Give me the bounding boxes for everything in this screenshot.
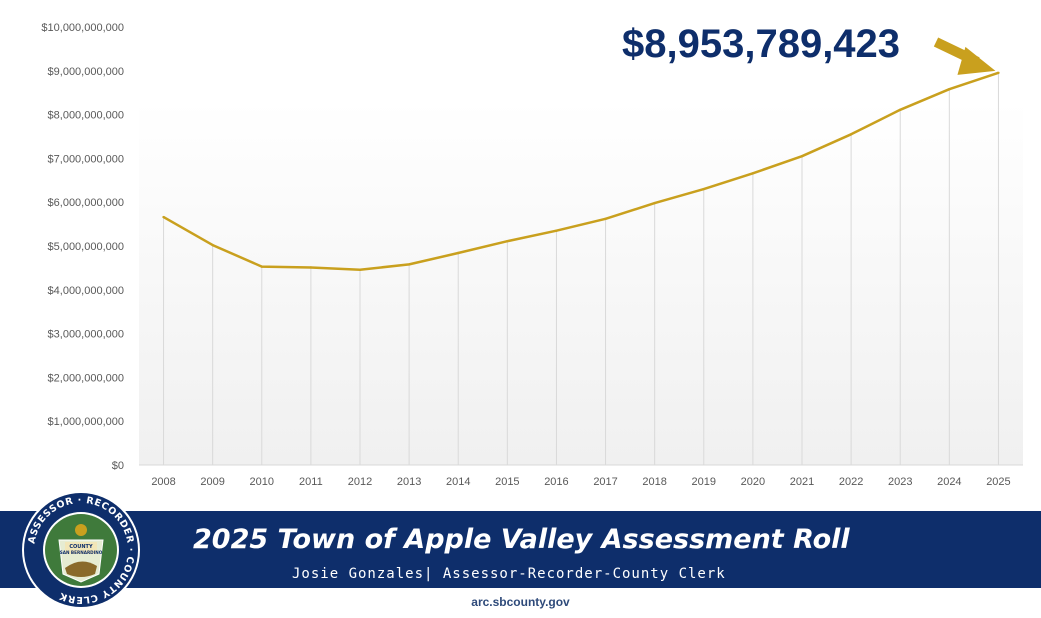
x-tick-label: 2018	[642, 476, 666, 488]
x-tick-label: 2009	[200, 476, 224, 488]
y-tick-label: $2,000,000,000	[48, 372, 124, 384]
assessment-chart: $0 $1,000,000,000 $2,000,000,000 $3,000,000…	[41, 22, 1023, 488]
x-tick-label: 2008	[151, 476, 175, 488]
data-point	[997, 71, 1000, 75]
gridlines	[139, 72, 1023, 466]
data-point	[407, 263, 411, 266]
data-point	[211, 243, 214, 247]
y-tick-label: $4,000,000,000	[48, 285, 124, 297]
x-tick-label: 2014	[446, 476, 470, 488]
county-seal-icon: ASSESSOR · RECORDER · COUNTY CLERK COUNT…	[22, 491, 140, 609]
data-point	[358, 268, 362, 271]
x-axis: 2008 2009 2010 2011 2012 2013 2014 2015 2016 2017…	[151, 476, 1010, 488]
x-tick-label: 2010	[250, 476, 274, 488]
y-tick-label: $1,000,000,000	[48, 416, 124, 428]
y-tick-label: $8,000,000,000	[48, 110, 124, 122]
plot-background	[139, 100, 1023, 466]
y-axis: $0 $1,000,000,000 $2,000,000,000 $3,000,000…	[41, 22, 124, 472]
y-tick-label: $6,000,000,000	[48, 197, 124, 209]
x-tick-label: 2022	[839, 476, 863, 488]
x-tick-label: 2017	[593, 476, 617, 488]
seal-county-text: COUNTY	[69, 544, 93, 550]
data-point	[457, 251, 460, 255]
title-banner: 2025 Town of Apple Valley Assessment Rol…	[0, 511, 1041, 588]
x-tick-label: 2016	[544, 476, 568, 488]
x-tick-label: 2024	[937, 476, 961, 488]
callout-arrow-icon	[933, 37, 996, 75]
data-point	[309, 266, 313, 269]
callout-value: $8,953,789,423	[622, 22, 901, 66]
y-tick-label: $5,000,000,000	[48, 241, 124, 253]
data-point	[260, 265, 263, 268]
y-tick-label: $0	[112, 460, 124, 472]
x-tick-label: 2021	[790, 476, 814, 488]
arrow-head	[957, 46, 996, 75]
data-point	[800, 155, 804, 158]
website-link[interactable]: arc.sbcounty.gov	[471, 595, 570, 609]
y-tick-label: $10,000,000,000	[41, 22, 124, 34]
data-point	[849, 133, 853, 136]
data-point	[555, 229, 558, 232]
x-tick-label: 2020	[741, 476, 765, 488]
data-point	[162, 215, 165, 219]
x-tick-label: 2023	[888, 476, 912, 488]
data-point	[653, 201, 656, 205]
y-tick-label: $9,000,000,000	[48, 66, 124, 78]
data-point	[948, 87, 951, 91]
x-tick-label: 2011	[299, 476, 323, 488]
x-tick-label: 2013	[397, 476, 421, 488]
data-point	[899, 108, 902, 111]
y-tick-label: $7,000,000,000	[48, 153, 124, 165]
x-tick-label: 2012	[348, 476, 372, 488]
seal-name-text: SAN BERNARDINO	[60, 550, 103, 555]
x-tick-label: 2015	[495, 476, 519, 488]
x-tick-label: 2019	[692, 476, 716, 488]
banner-title: 2025 Town of Apple Valley Assessment Rol…	[193, 524, 850, 555]
series-line	[162, 71, 999, 271]
data-point	[604, 217, 607, 221]
series-layer	[162, 71, 1000, 271]
line-chart: $0 $1,000,000,000 $2,000,000,000 $3,000,000…	[41, 22, 1023, 488]
banner-subtitle: Josie Gonzales| Assessor-Recorder-County…	[292, 566, 726, 582]
y-tick-label: $3,000,000,000	[48, 329, 124, 341]
data-point	[702, 187, 705, 191]
data-point	[751, 172, 755, 175]
x-tick-label: 2025	[986, 476, 1010, 488]
data-point	[506, 239, 509, 243]
